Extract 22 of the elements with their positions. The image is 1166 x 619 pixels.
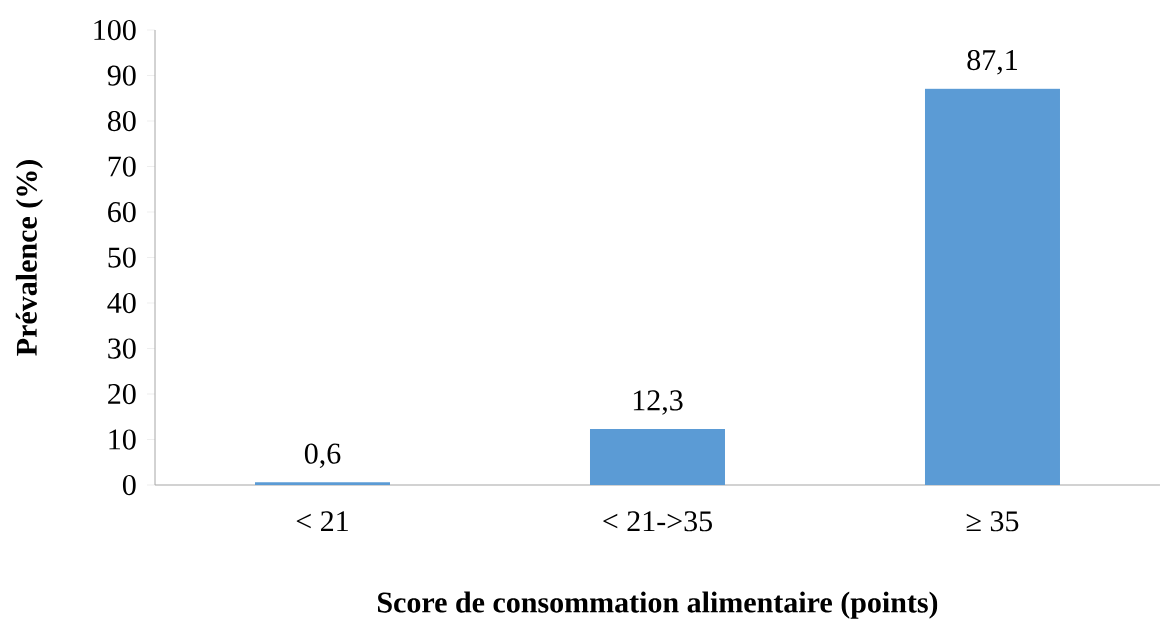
data-label: 0,6: [304, 443, 341, 469]
y-tick-label: 70: [108, 156, 136, 177]
y-tick-label: 60: [108, 201, 136, 223]
x-tick-label: < 21->35: [603, 511, 712, 532]
y-tick-label: 0: [122, 474, 136, 496]
x-axis-title: Score de consommation alimentaire (points): [378, 591, 938, 619]
y-tick-label: 20: [108, 383, 136, 405]
y-tick-label: 50: [108, 247, 136, 268]
bar: [590, 429, 725, 485]
data-label: 12,3: [633, 390, 683, 415]
y-tick-label: 30: [108, 338, 136, 359]
y-tick-label: 100: [94, 19, 136, 41]
y-tick-label: 80: [107, 110, 136, 132]
x-tick-label: < 21: [296, 511, 348, 532]
x-tick-label: ≥ 35: [966, 511, 1019, 532]
y-tick-label: 90: [107, 65, 136, 86]
data-label: 87,1: [967, 49, 1017, 75]
bar: [924, 88, 1060, 485]
y-tick-label: 10: [109, 429, 136, 450]
bar: [255, 482, 390, 485]
y-axis-title: Prévalence (%): [15, 160, 43, 356]
y-tick-label: 40: [107, 292, 136, 314]
